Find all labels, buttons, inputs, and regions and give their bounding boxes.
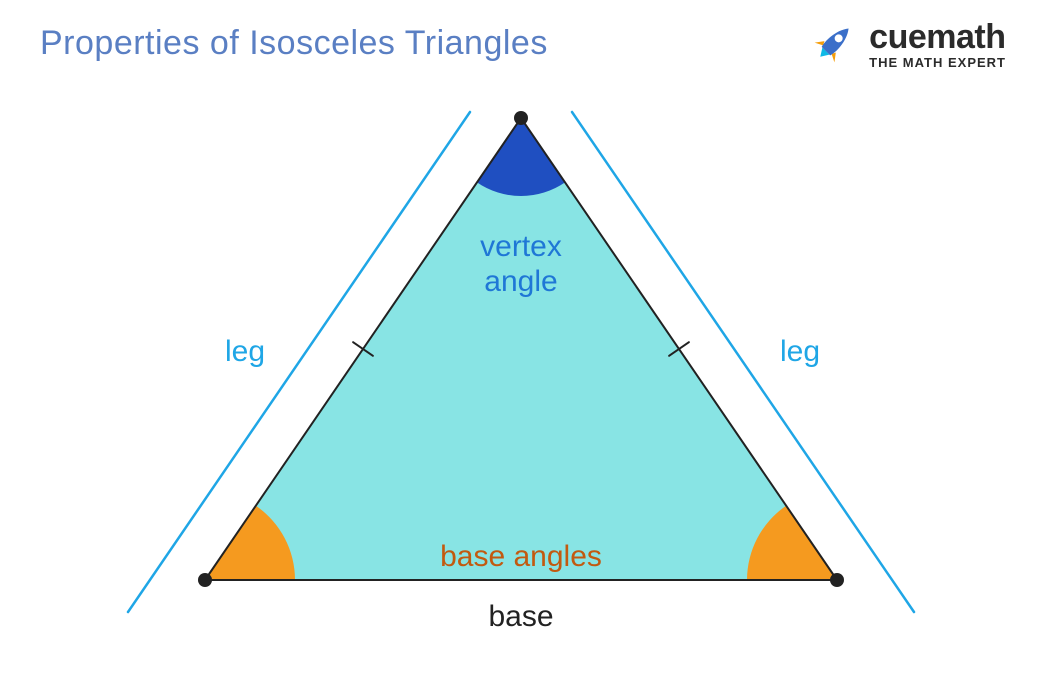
vertex-dot-right xyxy=(830,573,844,587)
label-leg-left: leg xyxy=(225,335,265,369)
vertex-dot-left xyxy=(198,573,212,587)
label-vertex-angle: vertexangle xyxy=(480,230,562,299)
label-base: base xyxy=(488,600,553,635)
label-base-angles: base angles xyxy=(440,540,602,575)
triangle-diagram xyxy=(0,0,1042,682)
label-leg-right: leg xyxy=(780,335,820,369)
vertex-dot-apex xyxy=(514,111,528,125)
vertex-angle-wedge xyxy=(477,118,565,196)
